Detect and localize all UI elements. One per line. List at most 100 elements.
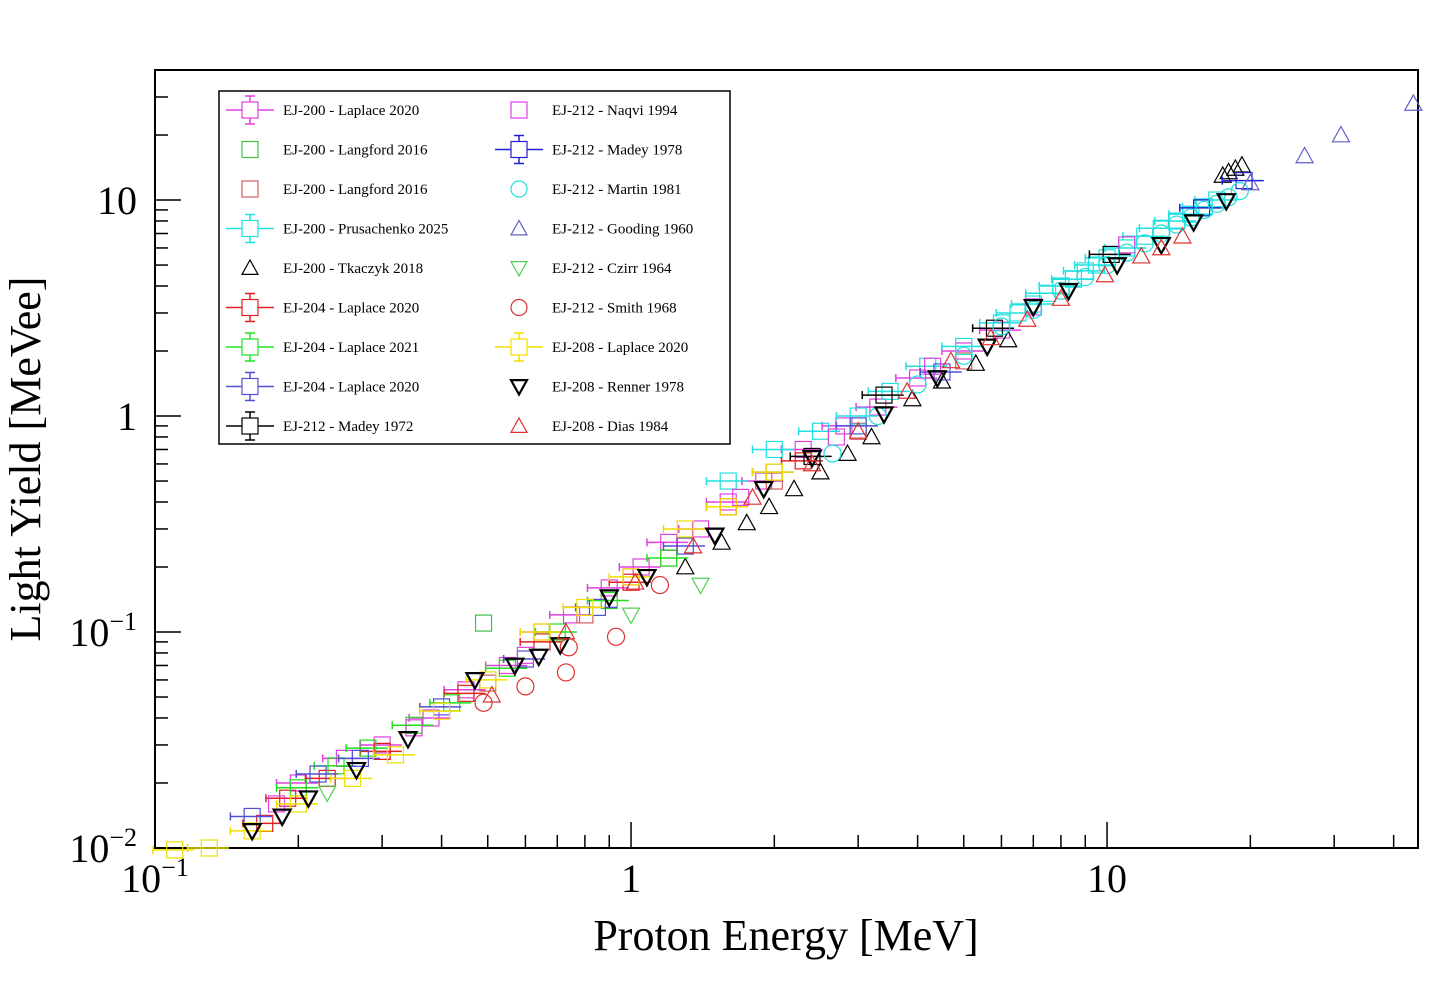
series-3 <box>705 191 1237 490</box>
data-point <box>881 382 899 401</box>
data-point <box>676 537 694 555</box>
legend-label: EJ-212 - Naqvi 1994 <box>552 103 678 119</box>
data-point <box>200 839 218 857</box>
legend-entry: EJ-200 - Langford 2016 <box>241 180 428 198</box>
data-point <box>765 440 783 459</box>
data-point <box>1097 255 1117 275</box>
y-tick-label: 10−2 <box>69 823 137 871</box>
legend-entry: EJ-212 - Czirr 1964 <box>509 261 672 278</box>
legend-label: EJ-212 - Martin 1981 <box>552 182 682 198</box>
data-point <box>1051 281 1071 300</box>
data-point <box>1207 194 1226 213</box>
data-point <box>317 785 337 803</box>
data-point <box>556 622 576 640</box>
data-point <box>279 789 297 807</box>
legend-entry: EJ-208 - Dias 1984 <box>509 416 669 435</box>
data-point <box>691 577 711 595</box>
legend-label: EJ-200 - Laplace 2020 <box>283 103 419 119</box>
data-point <box>1195 200 1214 220</box>
data-point <box>598 589 620 608</box>
data-point <box>1403 93 1423 111</box>
data-point <box>1152 224 1171 243</box>
legend-box <box>218 90 731 445</box>
legend-marker <box>509 261 529 278</box>
legend-marker <box>240 258 260 275</box>
data-point <box>504 657 526 677</box>
data-layer <box>152 93 1423 859</box>
data-point <box>474 693 493 712</box>
legend-entry: EJ-212 - Naqvi 1994 <box>510 101 678 119</box>
data-point <box>784 479 804 497</box>
data-point <box>528 648 550 668</box>
data-point <box>621 607 641 625</box>
data-point <box>1131 246 1151 264</box>
legend-label: EJ-212 - Smith 1968 <box>552 301 677 317</box>
legend-label: EJ-200 - Langford 2016 <box>283 143 428 159</box>
data-point <box>753 480 775 500</box>
data-point <box>660 549 678 567</box>
data-point <box>457 684 475 702</box>
y-tick-label: 10−1 <box>69 607 137 655</box>
data-point <box>1076 267 1095 287</box>
legend-entry: EJ-204 - Laplace 2021 <box>226 332 419 362</box>
data-point <box>794 440 812 459</box>
data-point <box>1230 181 1249 201</box>
data-point <box>1215 193 1237 212</box>
data-point <box>954 346 973 365</box>
legend-label: EJ-212 - Madey 1972 <box>283 419 413 435</box>
data-point <box>675 557 695 575</box>
series-12 <box>1240 93 1423 191</box>
data-point <box>346 761 367 781</box>
y-axis-title: Light Yield [MeVee] <box>1 277 50 642</box>
data-point <box>351 749 369 767</box>
data-point <box>622 568 640 586</box>
data-point <box>1095 265 1115 283</box>
data-point <box>875 386 893 404</box>
legend-label: EJ-212 - Gooding 1960 <box>552 222 693 238</box>
data-point <box>271 808 293 828</box>
series-11 <box>823 181 1249 463</box>
legend-entry: EJ-204 - Laplace 2020 <box>226 292 419 323</box>
data-point <box>1172 226 1192 244</box>
data-point <box>636 568 658 588</box>
data-point <box>941 351 961 369</box>
series-1 <box>474 614 493 632</box>
data-point <box>576 598 594 617</box>
legend-entry: EJ-212 - Martin 1981 <box>510 180 682 198</box>
data-point <box>1087 256 1106 274</box>
x-tick-label: 10 <box>1087 856 1127 901</box>
data-point <box>1235 172 1253 190</box>
data-point <box>801 449 823 469</box>
data-point <box>981 328 1001 346</box>
data-point <box>827 428 845 446</box>
data-point <box>923 357 942 375</box>
data-point <box>1017 309 1037 327</box>
data-point <box>955 337 973 356</box>
data-point <box>298 790 319 809</box>
data-point <box>397 730 419 750</box>
x-axis-title: Proton Energy [MeV] <box>593 911 978 960</box>
data-point <box>1024 300 1043 319</box>
legend-marker <box>241 298 259 317</box>
legend-marker <box>510 140 528 159</box>
series-14 <box>474 575 670 712</box>
series-17 <box>482 226 1192 703</box>
data-point <box>606 627 626 646</box>
data-point <box>556 663 576 682</box>
series-13 <box>317 577 711 803</box>
data-point <box>1022 299 1044 318</box>
data-point <box>737 513 757 531</box>
data-point <box>1118 236 1136 254</box>
data-point <box>625 572 645 590</box>
data-point <box>1295 146 1315 164</box>
data-point <box>704 527 726 547</box>
data-point <box>241 822 263 842</box>
data-point <box>482 685 502 703</box>
legend-label: EJ-204 - Laplace 2021 <box>283 340 419 356</box>
series-4 <box>675 155 1252 575</box>
legend-label: EJ-204 - Laplace 2020 <box>283 301 419 317</box>
data-point <box>743 487 763 505</box>
legend-entry: EJ-204 - Laplace 2020 <box>226 371 419 402</box>
data-point <box>873 406 895 425</box>
data-point <box>1150 236 1172 256</box>
